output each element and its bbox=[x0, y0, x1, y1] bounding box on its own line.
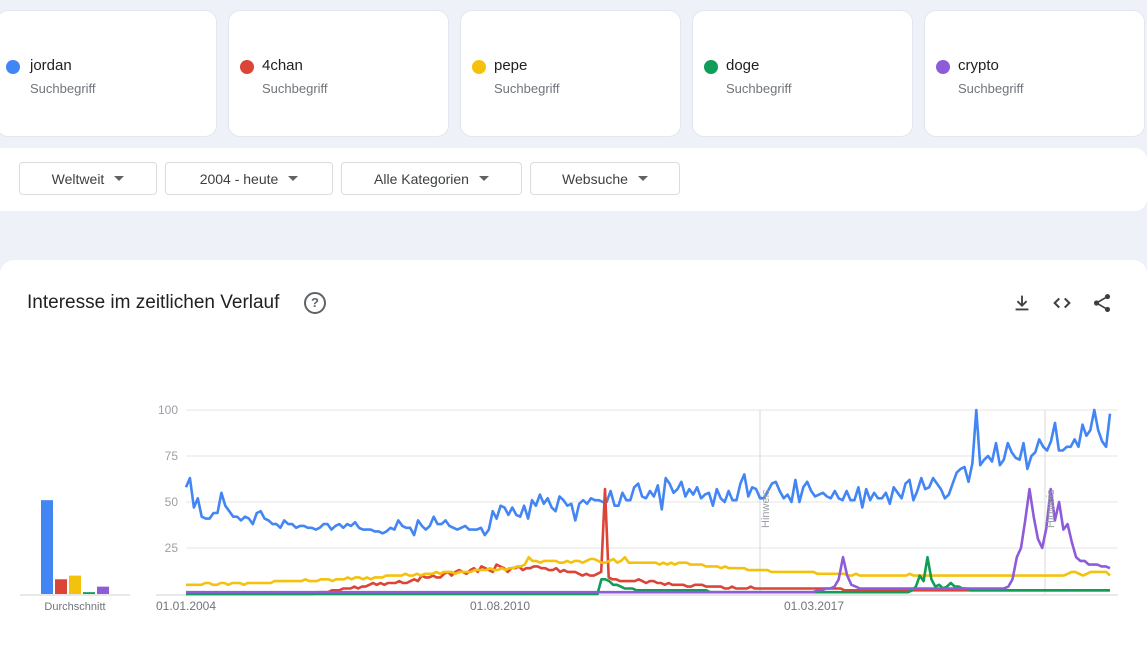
dropdown-arrow-icon bbox=[288, 176, 299, 181]
term-name: pepe bbox=[494, 57, 528, 74]
term-card-jordan[interactable]: jordan Suchbegriff bbox=[0, 10, 217, 137]
filter-category-dropdown[interactable]: Alle Kategorien bbox=[341, 162, 522, 195]
filter-label: Websuche bbox=[562, 170, 628, 187]
average-bar-jordan bbox=[41, 500, 53, 594]
term-card-4chan[interactable]: 4chan Suchbegriff bbox=[228, 10, 449, 137]
series-line-doge bbox=[186, 555, 1110, 596]
term-color-dot bbox=[936, 60, 950, 74]
dropdown-arrow-icon bbox=[114, 176, 125, 181]
y-tick-label: 75 bbox=[165, 449, 179, 463]
dropdown-arrow-icon bbox=[478, 176, 489, 181]
average-bar-crypto bbox=[97, 586, 109, 594]
filter-label: Weltweit bbox=[51, 170, 105, 187]
note-label: Hinweis bbox=[760, 489, 772, 528]
term-type: Suchbegriff bbox=[726, 81, 792, 96]
note-label: Hinweis bbox=[1045, 489, 1057, 528]
term-name: doge bbox=[726, 57, 760, 74]
series-line-4chan bbox=[186, 487, 1110, 596]
help-icon[interactable]: ? bbox=[304, 292, 326, 314]
filter-label: Alle Kategorien bbox=[374, 170, 469, 187]
series-line-pepe bbox=[186, 555, 1111, 587]
series-line-jordan bbox=[184, 408, 1112, 537]
term-name: crypto bbox=[958, 57, 999, 74]
embed-icon[interactable] bbox=[1051, 292, 1073, 314]
average-label: Durchschnitt bbox=[44, 601, 105, 613]
term-type: Suchbegriff bbox=[958, 81, 1024, 96]
panel-title: Interesse im zeitlichen Verlauf bbox=[27, 292, 280, 313]
axis-labels: 25 50 75 100 01.01.2004 01.08.2010 01.03.2017 H… bbox=[44, 403, 1057, 613]
series-line-crypto bbox=[186, 487, 1111, 594]
series-lines bbox=[184, 408, 1112, 596]
search-terms-bar: jordan Suchbegriff 4chan Suchbegriff pep… bbox=[0, 0, 1147, 140]
term-card-crypto[interactable]: crypto Suchbegriff bbox=[924, 10, 1145, 137]
trend-line-chart: 25 50 75 100 01.01.2004 01.08.2010 01.03.2017 H… bbox=[20, 403, 1118, 613]
filter-label: 2004 - heute bbox=[199, 170, 279, 187]
average-bar-4chan bbox=[55, 579, 67, 594]
average-bar-doge bbox=[83, 592, 95, 594]
y-tick-label: 25 bbox=[165, 541, 179, 555]
grid-lines bbox=[156, 409, 1118, 596]
filter-bar: Weltweit 2004 - heute Alle Kategorien We… bbox=[0, 148, 1147, 211]
download-icon[interactable] bbox=[1011, 292, 1033, 314]
term-color-dot bbox=[704, 60, 718, 74]
term-card-pepe[interactable]: pepe Suchbegriff bbox=[460, 10, 681, 137]
term-type: Suchbegriff bbox=[262, 81, 328, 96]
x-tick-label: 01.03.2017 bbox=[784, 599, 844, 613]
dropdown-arrow-icon bbox=[637, 176, 648, 181]
term-type: Suchbegriff bbox=[494, 81, 560, 96]
term-card-doge[interactable]: doge Suchbegriff bbox=[692, 10, 913, 137]
term-color-dot bbox=[472, 60, 486, 74]
average-bar-pepe bbox=[69, 575, 81, 594]
filter-region-dropdown[interactable]: Weltweit bbox=[19, 162, 157, 195]
term-name: 4chan bbox=[262, 57, 303, 74]
y-tick-label: 100 bbox=[158, 403, 178, 417]
term-name: jordan bbox=[30, 57, 72, 74]
share-icon[interactable] bbox=[1091, 292, 1113, 314]
filter-time-dropdown[interactable]: 2004 - heute bbox=[165, 162, 333, 195]
y-tick-label: 50 bbox=[165, 495, 179, 509]
term-color-dot bbox=[240, 60, 254, 74]
term-type: Suchbegriff bbox=[30, 81, 96, 96]
x-tick-label: 01.08.2010 bbox=[470, 599, 530, 613]
filter-search-type-dropdown[interactable]: Websuche bbox=[530, 162, 680, 195]
average-bars bbox=[20, 500, 130, 596]
term-color-dot bbox=[6, 60, 20, 74]
x-tick-label: 01.01.2004 bbox=[156, 599, 216, 613]
